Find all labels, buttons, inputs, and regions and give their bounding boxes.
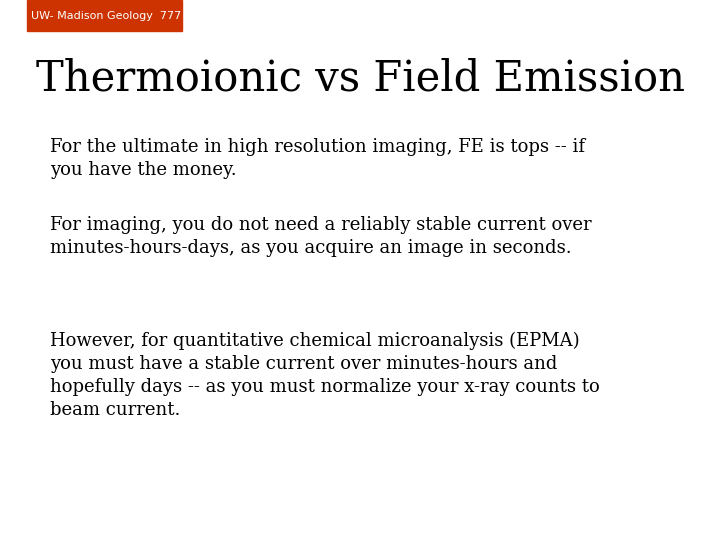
Text: For imaging, you do not need a reliably stable current over
minutes-hours-days, : For imaging, you do not need a reliably … [50,216,592,257]
Text: However, for quantitative chemical microanalysis (EPMA)
you must have a stable c: However, for quantitative chemical micro… [50,332,600,419]
Text: Thermoionic vs Field Emission: Thermoionic vs Field Emission [35,57,685,99]
Bar [27,0,182,31]
Text: For the ultimate in high resolution imaging, FE is tops -- if
you have the money: For the ultimate in high resolution imag… [50,138,585,179]
Text: UW- Madison Geology  777: UW- Madison Geology 777 [31,11,181,21]
